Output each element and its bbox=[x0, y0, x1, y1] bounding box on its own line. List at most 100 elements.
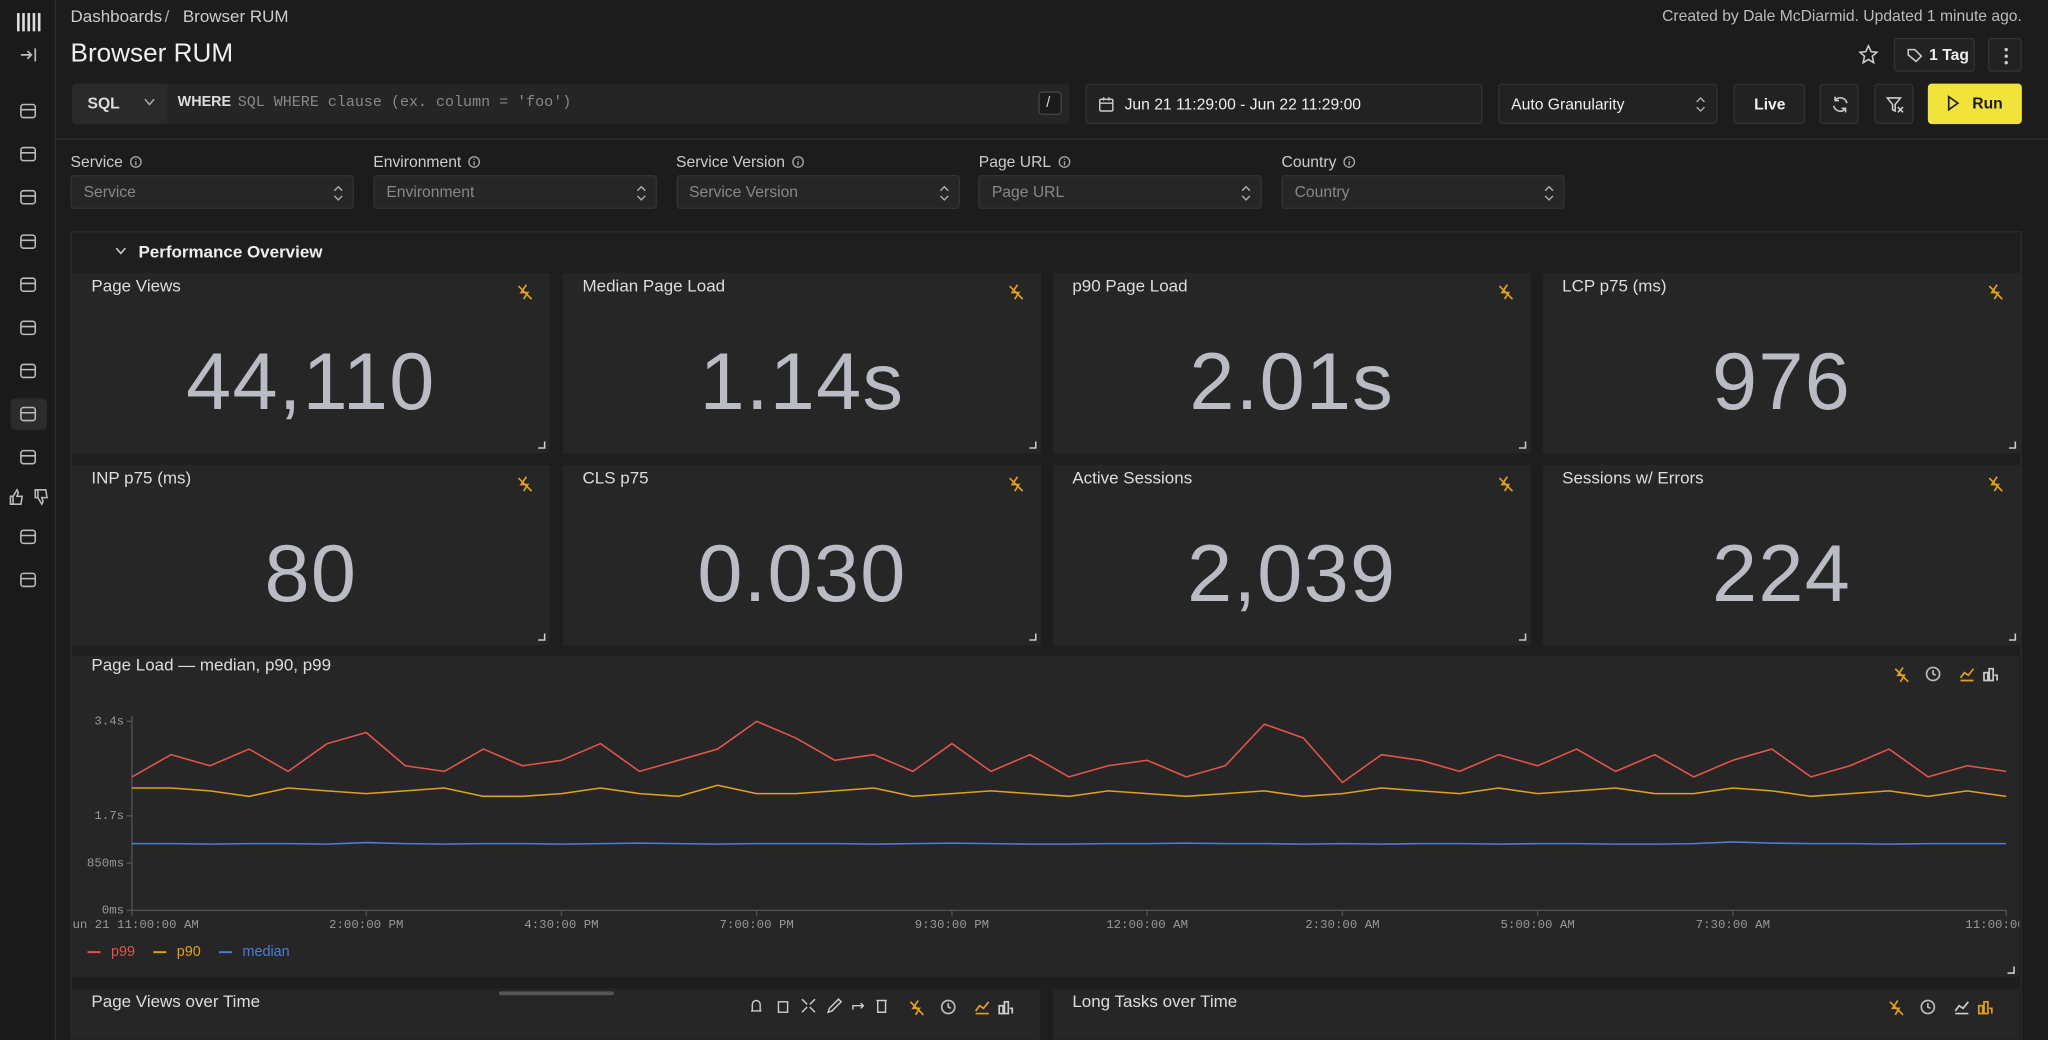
x-tick-label: 7:00:00 PM bbox=[720, 918, 794, 932]
x-tick-label: 5:00:00 AM bbox=[1500, 918, 1574, 932]
icon-part bbox=[998, 1004, 1004, 1015]
nav-icon[interactable] bbox=[20, 189, 37, 205]
icon-part bbox=[801, 998, 816, 1013]
icon-part bbox=[144, 98, 155, 106]
bar-toggle[interactable] bbox=[998, 999, 1014, 1015]
bar-toggle[interactable] bbox=[1977, 999, 1993, 1015]
icon-part bbox=[1833, 96, 1848, 113]
nav-icon[interactable] bbox=[20, 363, 37, 379]
filter-placeholder: Service Version bbox=[689, 182, 798, 202]
nav-icon[interactable] bbox=[20, 103, 37, 119]
where-input[interactable]: WHERE SQL WHERE clause (ex. column = 'foo… bbox=[167, 83, 1070, 125]
nav-icon[interactable] bbox=[20, 234, 37, 250]
nav-icon[interactable] bbox=[20, 406, 37, 422]
feedback[interactable] bbox=[8, 488, 50, 506]
live-button[interactable]: Live bbox=[1733, 83, 1806, 125]
line-toggle[interactable] bbox=[974, 999, 990, 1015]
no-cache-icon[interactable] bbox=[1889, 999, 1905, 1016]
icon-part bbox=[2004, 47, 2008, 65]
no-cache-icon bbox=[1009, 284, 1024, 300]
nav-icon[interactable] bbox=[20, 529, 37, 545]
number-tile: Page Views 44,110 bbox=[71, 272, 550, 454]
logo[interactable] bbox=[16, 10, 42, 34]
icon-part bbox=[1925, 666, 1941, 682]
nav-icon[interactable] bbox=[20, 320, 37, 336]
line-toggle[interactable] bbox=[1959, 666, 1975, 682]
series-line bbox=[131, 784, 2007, 798]
icon-part bbox=[1932, 670, 1937, 677]
icon-part bbox=[20, 529, 37, 545]
icon-part bbox=[1926, 1003, 1931, 1010]
no-cache-icon[interactable] bbox=[1894, 666, 1910, 683]
nav-icon[interactable] bbox=[20, 572, 37, 588]
x-tick-label: 4:30:00 PM bbox=[524, 918, 598, 932]
icon-part bbox=[1988, 285, 2003, 300]
no-cache-icon bbox=[1498, 284, 1514, 300]
menu-button[interactable] bbox=[1987, 37, 2022, 72]
filter-select[interactable]: Country bbox=[1281, 175, 1565, 209]
icon-part bbox=[998, 1000, 1014, 1015]
tags-button[interactable]: 1 Tag bbox=[1893, 37, 1975, 72]
icon-part bbox=[1954, 1001, 1969, 1015]
y-tick-label: 0ms bbox=[102, 904, 124, 918]
icon-part bbox=[20, 572, 37, 588]
icon-part bbox=[1988, 284, 2003, 300]
nav-icon[interactable] bbox=[20, 449, 37, 465]
granularity-select[interactable]: Auto Granularity bbox=[1498, 83, 1718, 125]
icon-part bbox=[876, 999, 887, 1013]
info bbox=[1058, 156, 1071, 168]
legend-label: median bbox=[243, 944, 290, 960]
icon-part bbox=[20, 320, 37, 336]
icon-part bbox=[20, 146, 37, 162]
icon-part bbox=[1920, 999, 1936, 1015]
filter-placeholder: Page URL bbox=[991, 182, 1065, 202]
star[interactable] bbox=[1858, 44, 1879, 64]
resize-handle bbox=[2008, 633, 2017, 641]
bar-toggle[interactable] bbox=[1983, 666, 1999, 682]
tile-value: 224 bbox=[1712, 528, 1852, 620]
filter-select[interactable]: Environment bbox=[373, 175, 657, 209]
icon-part bbox=[1498, 284, 1514, 300]
run-button[interactable]: Run bbox=[1927, 83, 2022, 125]
number-tile: INP p75 (ms) 80 bbox=[71, 464, 550, 646]
resize-handle bbox=[2008, 441, 2017, 449]
icon-part bbox=[751, 999, 762, 1012]
icon-part bbox=[20, 406, 37, 422]
clock[interactable] bbox=[1925, 666, 1941, 682]
line-toggle[interactable] bbox=[1954, 999, 1970, 1015]
icon-part bbox=[909, 1000, 925, 1016]
collapse[interactable] bbox=[20, 47, 37, 63]
run: Run bbox=[1972, 94, 2003, 113]
icon-part bbox=[852, 1002, 865, 1010]
icon-part bbox=[20, 529, 37, 545]
nav-icon[interactable] bbox=[20, 146, 37, 162]
icon-part bbox=[1889, 1000, 1904, 1016]
shortcut: / bbox=[1046, 95, 1051, 112]
icon-part bbox=[1959, 668, 1975, 682]
filter-select[interactable]: Service bbox=[70, 175, 354, 209]
filter-button[interactable] bbox=[1874, 83, 1914, 125]
filter-select[interactable]: Service Version bbox=[676, 175, 960, 209]
icon-part bbox=[777, 1001, 789, 1013]
icon-part bbox=[517, 285, 533, 300]
clock[interactable] bbox=[940, 999, 956, 1015]
icon-part bbox=[115, 247, 126, 255]
tile-value: 1.14s bbox=[699, 336, 905, 428]
time-range[interactable]: Jun 21 11:29:00 - Jun 22 11:29:00 bbox=[1085, 83, 1483, 125]
tile-actions[interactable] bbox=[747, 997, 888, 1015]
language-select[interactable]: SQL bbox=[71, 83, 169, 125]
breadcrumb-root[interactable]: Dashboards bbox=[70, 6, 163, 27]
icon-part bbox=[20, 363, 37, 379]
icon-part bbox=[974, 1001, 990, 1015]
no-cache-icon[interactable] bbox=[909, 999, 925, 1016]
icon-part bbox=[20, 189, 37, 205]
icon-part bbox=[20, 234, 37, 249]
filter-select[interactable]: Page URL bbox=[978, 175, 1263, 209]
refresh-button[interactable] bbox=[1819, 83, 1859, 125]
icon-part bbox=[20, 234, 37, 249]
nav-icon[interactable] bbox=[20, 277, 37, 293]
section-title[interactable]: Performance Overview bbox=[138, 241, 323, 262]
clock[interactable] bbox=[1920, 999, 1936, 1015]
icon-part bbox=[9, 488, 24, 505]
